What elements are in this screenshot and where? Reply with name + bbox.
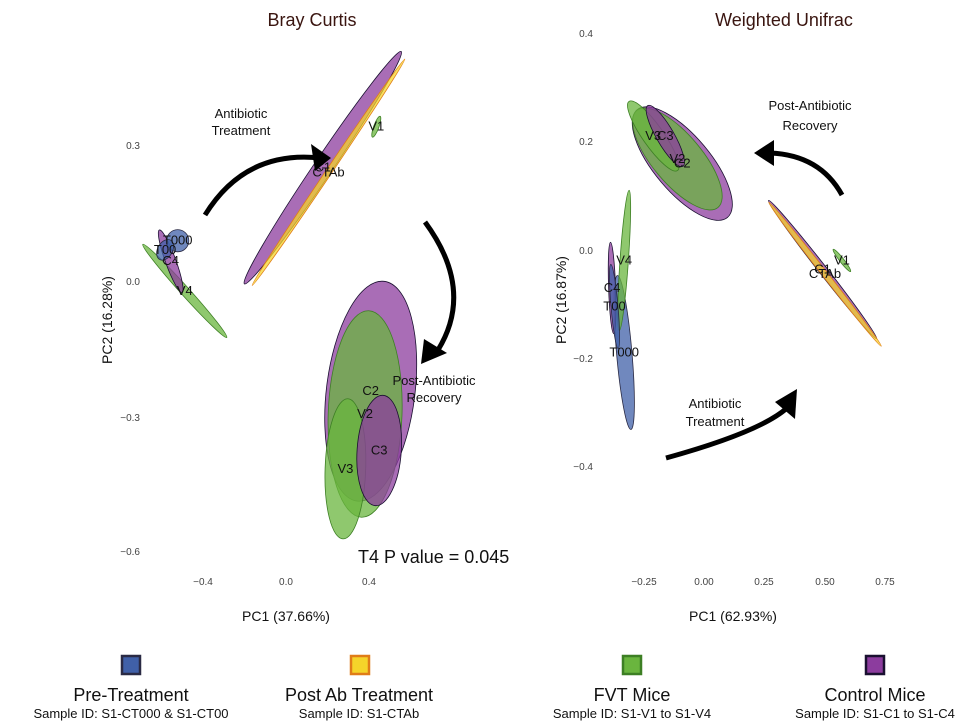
x-tick-label: 0.4	[362, 577, 376, 588]
arrowhead-antibiotic-treatment	[775, 389, 797, 419]
legend-item-control-mice: Control Mice Sample ID: S1-C1 to S1-C4	[795, 654, 955, 721]
ellipse-label: T000	[163, 233, 193, 248]
annotation-line: Recovery	[783, 118, 838, 133]
x-tick-label: 0.25	[754, 577, 774, 588]
ellipse-label: V2	[669, 151, 685, 166]
legend-item-post-ab-treatment: Post Ab Treatment Sample ID: S1-CTAb	[285, 654, 433, 721]
chart-title: Bray Curtis	[267, 10, 356, 30]
legend-subtitle: Sample ID: S1-CTAb	[299, 706, 419, 721]
x-tick-label: 0.50	[815, 577, 835, 588]
legend-subtitle: Sample ID: S1-CT000 & S1-CT00	[33, 706, 228, 721]
y-tick-label: 0.4	[579, 29, 593, 40]
ellipse-ctab	[768, 201, 882, 347]
ellipse-label: V1	[368, 119, 384, 134]
p-value-annotation: T4 P value = 0.045	[358, 547, 509, 567]
ellipse-label: C3	[657, 128, 674, 143]
x-tick-label: −0.4	[193, 577, 213, 588]
y-tick-label: 0.0	[126, 277, 140, 288]
ellipse-label: C4	[162, 253, 179, 268]
x-axis-label: PC1 (37.66%)	[242, 608, 330, 624]
annotation-line: Post-Antibiotic	[768, 98, 852, 113]
ellipse-label: CTAb	[312, 164, 344, 179]
ellipse-v4	[142, 243, 228, 338]
ellipse-label: V3	[337, 461, 353, 476]
panel-bray-curtis: Bray Curtis C2V2V3C1C3CTAbV4C4T000T00V1 …	[99, 10, 509, 624]
legend-title: Control Mice	[824, 685, 925, 705]
x-tick-label: 0.00	[694, 577, 714, 588]
arrow-antibiotic-treatment	[665, 406, 789, 461]
ellipse-label: C1	[814, 262, 831, 277]
ellipse-label: C2	[362, 383, 379, 398]
legend-title: Post Ab Treatment	[285, 685, 433, 705]
arrowhead-antibiotic-treatment	[311, 144, 331, 171]
y-axis-label: PC2 (16.28%)	[99, 276, 115, 364]
y-tick-label: 0.3	[126, 141, 140, 152]
x-tick-label: 0.75	[875, 577, 895, 588]
legend-swatch-border	[349, 654, 371, 676]
ellipse-label: V4	[616, 252, 632, 267]
arrowhead-post-antibiotic-recovery	[754, 140, 774, 166]
y-tick-label: −0.3	[120, 413, 140, 424]
annotation-line: Treatment	[212, 123, 271, 138]
x-axis-label: PC1 (62.93%)	[689, 608, 777, 624]
y-tick-label: −0.6	[120, 547, 140, 558]
y-tick-label: 0.2	[579, 137, 593, 148]
annotation-line: Post-Antibiotic	[392, 373, 476, 388]
chart-title: Weighted Unifrac	[715, 10, 853, 30]
legend-swatch	[351, 656, 369, 674]
y-tick-label: −0.4	[573, 462, 593, 473]
ellipse-label: T00	[154, 242, 176, 257]
annotation-line: Antibiotic	[689, 396, 742, 411]
annotation-line: Antibiotic	[215, 106, 268, 121]
ellipse-v1	[832, 248, 852, 272]
arrow-post-antibiotic-recovery	[422, 220, 457, 352]
ellipse-label: C2	[674, 156, 691, 171]
ellipse-label: C4	[604, 280, 621, 295]
y-tick-label: −0.2	[573, 354, 593, 365]
ellipse-label: C3	[371, 443, 388, 458]
ellipse-label: T000	[609, 345, 639, 360]
ellipse-label: V1	[834, 252, 850, 267]
legend-swatch	[122, 656, 140, 674]
legend-item-pre-treatment: Pre-Treatment Sample ID: S1-CT000 & S1-C…	[33, 654, 229, 721]
x-tick-label: 0.0	[279, 577, 293, 588]
ellipse-label: V4	[177, 283, 193, 298]
legend-title: Pre-Treatment	[73, 685, 188, 705]
arrow-post-antibiotic-recovery	[769, 150, 845, 197]
legend-title: FVT Mice	[594, 685, 671, 705]
y-tick-label: 0.0	[579, 246, 593, 257]
legend-swatch	[866, 656, 884, 674]
ellipse-c3	[356, 394, 402, 507]
ellipse-t00	[156, 239, 174, 261]
annotation-line: Treatment	[686, 414, 745, 429]
ellipse-label: T00	[603, 299, 625, 314]
legend-swatch-border	[864, 654, 886, 676]
legend-swatch-border	[621, 654, 643, 676]
annotation-line: Recovery	[407, 390, 462, 405]
ellipse-v1	[371, 115, 382, 138]
arrowhead-post-antibiotic-recovery	[421, 339, 447, 364]
ellipse-label: V3	[645, 128, 661, 143]
x-tick-label: −0.25	[631, 577, 657, 588]
legend-item-fvt-mice: FVT Mice Sample ID: S1-V1 to S1-V4	[553, 654, 711, 721]
y-axis-label: PC2 (16.87%)	[553, 256, 569, 344]
ellipse-label: CTAb	[809, 266, 841, 281]
ellipse-label: V2	[357, 406, 373, 421]
legend-subtitle: Sample ID: S1-C1 to S1-C4	[795, 706, 955, 721]
arrow-antibiotic-treatment	[202, 154, 321, 217]
ellipse-t00	[609, 264, 620, 349]
ellipse-ctab	[251, 58, 406, 286]
legend-swatch	[623, 656, 641, 674]
legend-swatch-border	[120, 654, 142, 676]
legend: Pre-Treatment Sample ID: S1-CT000 & S1-C…	[33, 654, 955, 721]
ellipse-c3	[645, 104, 685, 168]
legend-subtitle: Sample ID: S1-V1 to S1-V4	[553, 706, 711, 721]
